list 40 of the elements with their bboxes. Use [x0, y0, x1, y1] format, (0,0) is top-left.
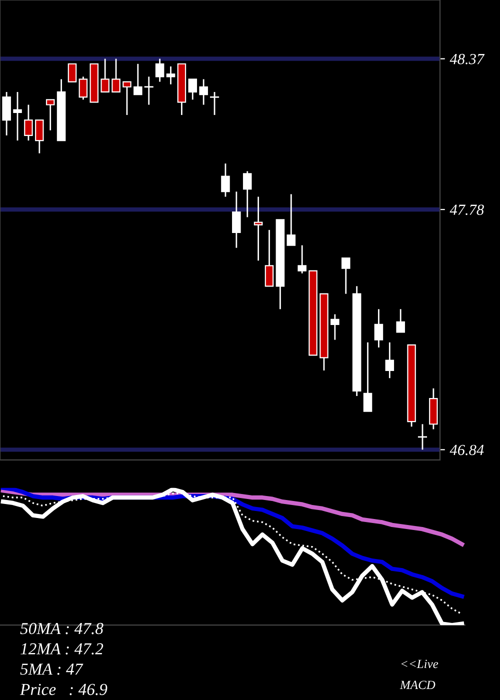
text: <<Live — [401, 660, 438, 668]
candlestick — [78, 76, 88, 100]
candlestick — [396, 308, 405, 333]
candlestick — [122, 81, 132, 116]
text: MACD — [400, 680, 436, 690]
candlestick — [100, 58, 110, 93]
candlestick — [24, 104, 33, 142]
text: 5MA : 47 — [20, 664, 84, 675]
candlestick — [298, 244, 306, 274]
candlestick — [155, 58, 164, 82]
candlestick — [221, 162, 230, 198]
candlestick — [418, 423, 428, 450]
candlestick — [144, 76, 154, 106]
candlestick — [134, 63, 142, 96]
candlestick — [210, 91, 220, 116]
candlestick — [68, 63, 77, 82]
candlestick — [188, 78, 198, 100]
y-tick-label: 47.78 — [450, 204, 484, 216]
candlestick — [264, 229, 274, 287]
candlestick — [166, 66, 176, 86]
candlestick — [254, 196, 263, 262]
candlestick — [35, 119, 44, 154]
candlestick — [199, 78, 208, 106]
candlestick — [232, 190, 241, 249]
y-tick-label: 48.37 — [450, 54, 485, 64]
candlestick — [363, 342, 372, 412]
text: 12MA : 47.2 — [20, 643, 104, 655]
candlestick — [374, 308, 384, 348]
candlestick — [341, 257, 350, 295]
text: Price : 46.9 — [20, 684, 108, 696]
candlestick — [385, 342, 394, 379]
candlestick — [330, 314, 340, 341]
candlestick — [46, 98, 55, 131]
candlestick — [242, 170, 252, 218]
y-tick-label: 46.84 — [450, 444, 484, 456]
candlestick — [286, 193, 296, 246]
annotation: 50MA : 47.8 — [20, 622, 104, 634]
candlestick — [112, 58, 120, 93]
candlestick — [13, 91, 22, 142]
candlestick — [2, 91, 11, 136]
